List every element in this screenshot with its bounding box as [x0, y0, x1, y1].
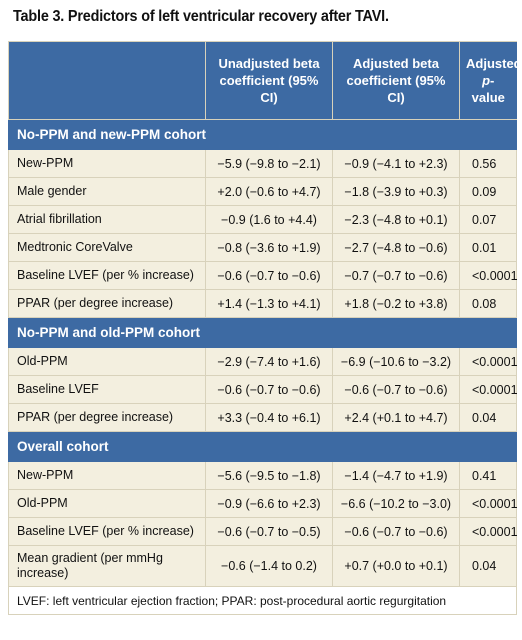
p-value-cell: 0.41: [459, 461, 517, 490]
table-row: Baseline LVEF −0.6 (−0.7 to −0.6) −0.6 (…: [8, 375, 518, 404]
unadjusted-cell: −0.6 (−1.4 to 0.2): [205, 545, 333, 587]
unadjusted-cell: −5.9 (−9.8 to −2.1): [205, 149, 333, 178]
header-p-value-p: p: [482, 73, 491, 88]
predictor-cell: Male gender: [8, 177, 206, 206]
unadjusted-cell: −0.8 (−3.6 to +1.9): [205, 233, 333, 262]
table-row: Mean gradient (per mmHg increase) −0.6 (…: [8, 545, 517, 587]
header-row: Unadjusted beta coefficient (95% CI) Adj…: [8, 41, 522, 120]
header-unadjusted: Unadjusted beta coefficient (95% CI): [205, 41, 333, 120]
p-value-cell: <0.0001: [459, 347, 518, 376]
unadjusted-cell: −0.6 (−0.7 to −0.5): [205, 517, 333, 546]
header-p-value: Adjusted p-value: [459, 41, 522, 120]
footnote: LVEF: left ventricular ejection fraction…: [8, 586, 517, 615]
section-header-row: No-PPM and old-PPM cohort: [8, 317, 517, 348]
predictor-cell: Baseline LVEF (per % increase): [8, 517, 206, 546]
unadjusted-cell: −0.6 (−0.7 to −0.6): [205, 375, 333, 404]
adjusted-cell: −6.6 (−10.2 to −3.0): [332, 489, 460, 518]
unadjusted-cell: +2.0 (−0.6 to +4.7): [205, 177, 333, 206]
unadjusted-cell: −2.9 (−7.4 to +1.6): [205, 347, 333, 376]
unadjusted-cell: +3.3 (−0.4 to +6.1): [205, 403, 333, 432]
table-row: Medtronic CoreValve −0.8 (−3.6 to +1.9) …: [8, 233, 517, 262]
predictor-cell: Atrial fibrillation: [8, 205, 206, 234]
unadjusted-cell: −0.9 (−6.6 to +2.3): [205, 489, 333, 518]
p-value-cell: 0.01: [459, 233, 517, 262]
predictor-cell: Baseline LVEF (per % increase): [8, 261, 206, 290]
adjusted-cell: −0.7 (−0.7 to −0.6): [332, 261, 460, 290]
table-title: Table 3. Predictors of left ventricular …: [13, 8, 389, 25]
p-value-cell: <0.0001: [459, 517, 518, 546]
adjusted-cell: −0.6 (−0.7 to −0.6): [332, 375, 460, 404]
predictor-cell: PPAR (per degree increase): [8, 289, 206, 318]
header-p-value-line1: Adjusted: [466, 56, 522, 71]
table-row: Baseline LVEF (per % increase) −0.6 (−0.…: [8, 261, 518, 290]
adjusted-cell: −2.3 (−4.8 to +0.1): [332, 205, 460, 234]
table-row: Male gender +2.0 (−0.6 to +4.7) −1.8 (−3…: [8, 177, 517, 206]
adjusted-cell: +1.8 (−0.2 to +3.8): [332, 289, 460, 318]
section-label: No-PPM and old-PPM cohort: [8, 317, 517, 348]
predictor-cell: Old-PPM: [8, 347, 206, 376]
p-value-cell: 0.04: [459, 545, 517, 587]
unadjusted-cell: −0.6 (−0.7 to −0.6): [205, 261, 333, 290]
table-row: Old-PPM −0.9 (−6.6 to +2.3) −6.6 (−10.2 …: [8, 489, 518, 518]
section-header-row: Overall cohort: [8, 431, 517, 462]
predictor-cell: Old-PPM: [8, 489, 206, 518]
p-value-cell: 0.04: [459, 403, 517, 432]
predictor-cell: Baseline LVEF: [8, 375, 206, 404]
adjusted-cell: −1.4 (−4.7 to +1.9): [332, 461, 460, 490]
header-predictor: [8, 41, 206, 120]
p-value-cell: <0.0001: [459, 375, 518, 404]
p-value-cell: 0.08: [459, 289, 517, 318]
table-row: Atrial fibrillation −0.9 (1.6 to +4.4) −…: [8, 205, 517, 234]
adjusted-cell: −2.7 (−4.8 to −0.6): [332, 233, 460, 262]
table-row: PPAR (per degree increase) +1.4 (−1.3 to…: [8, 289, 517, 318]
predictor-cell: PPAR (per degree increase): [8, 403, 206, 432]
p-value-cell: <0.0001: [459, 489, 518, 518]
adjusted-cell: −1.8 (−3.9 to +0.3): [332, 177, 460, 206]
header-p-value-suffix: -value: [471, 73, 505, 105]
adjusted-cell: +2.4 (+0.1 to +4.7): [332, 403, 460, 432]
adjusted-cell: −6.9 (−10.6 to −3.2): [332, 347, 460, 376]
predictor-cell: New-PPM: [8, 461, 206, 490]
predictor-cell: Mean gradient (per mmHg increase): [8, 545, 206, 587]
predictor-cell: Medtronic CoreValve: [8, 233, 206, 262]
table-row: New-PPM −5.6 (−9.5 to −1.8) −1.4 (−4.7 t…: [8, 461, 517, 490]
table-row: PPAR (per degree increase) +3.3 (−0.4 to…: [8, 403, 517, 432]
adjusted-cell: −0.9 (−4.1 to +2.3): [332, 149, 460, 178]
adjusted-cell: +0.7 (+0.0 to +0.1): [332, 545, 460, 587]
p-value-cell: <0.0001: [459, 261, 518, 290]
header-adjusted: Adjusted beta coefficient (95% CI): [332, 41, 460, 120]
p-value-cell: 0.07: [459, 205, 517, 234]
footnote-row: LVEF: left ventricular ejection fraction…: [8, 586, 517, 615]
section-label: Overall cohort: [8, 431, 517, 462]
predictors-table: Unadjusted beta coefficient (95% CI) Adj…: [8, 41, 522, 615]
adjusted-cell: −0.6 (−0.7 to −0.6): [332, 517, 460, 546]
table-row: Baseline LVEF (per % increase) −0.6 (−0.…: [8, 517, 518, 546]
p-value-cell: 0.56: [459, 149, 517, 178]
unadjusted-cell: −0.9 (1.6 to +4.4): [205, 205, 333, 234]
table-row: New-PPM −5.9 (−9.8 to −2.1) −0.9 (−4.1 t…: [8, 149, 517, 178]
unadjusted-cell: +1.4 (−1.3 to +4.1): [205, 289, 333, 318]
predictor-cell: New-PPM: [8, 149, 206, 178]
table-row: Old-PPM −2.9 (−7.4 to +1.6) −6.9 (−10.6 …: [8, 347, 518, 376]
section-header-row: No-PPM and new-PPM cohort: [8, 119, 517, 150]
section-label: No-PPM and new-PPM cohort: [8, 119, 517, 150]
p-value-cell: 0.09: [459, 177, 517, 206]
unadjusted-cell: −5.6 (−9.5 to −1.8): [205, 461, 333, 490]
